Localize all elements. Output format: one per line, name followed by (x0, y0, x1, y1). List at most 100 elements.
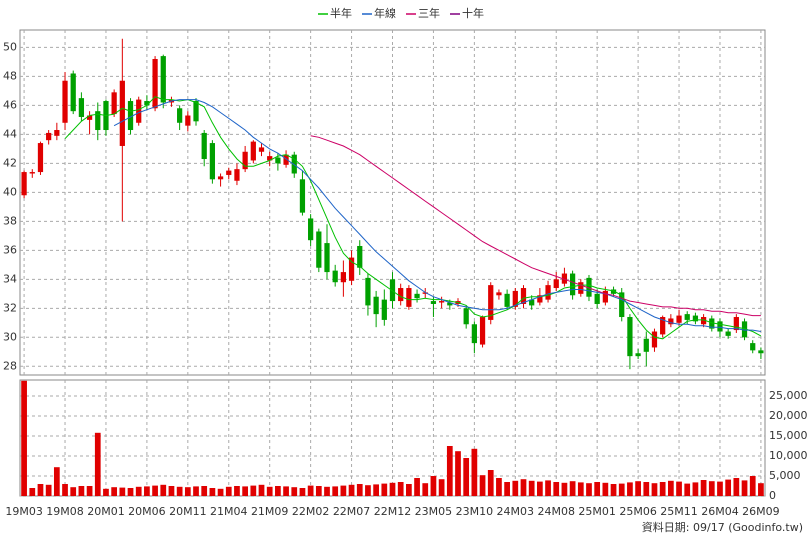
volume-bar (602, 482, 609, 496)
footnote: 資料日期: 09/17 (Goodinfo.tw) (642, 520, 803, 534)
candle-body (717, 321, 723, 332)
volume-bar (446, 446, 453, 496)
candle-body (62, 80, 68, 123)
volume-bar (78, 486, 85, 496)
y-tick-label: 15,000 (769, 429, 808, 442)
y-tick-label: 44 (3, 127, 17, 140)
volume-bar (94, 432, 101, 496)
candle-body (643, 338, 649, 352)
volume-bar (618, 483, 625, 496)
candle-body (308, 218, 314, 241)
volume-bar (749, 476, 756, 496)
candle-body (414, 293, 420, 299)
volume-bar (217, 488, 224, 496)
x-tick-label: 19M08 (46, 505, 84, 518)
candle-body (185, 115, 191, 126)
legend-label: 三年 (418, 6, 440, 20)
candle-body (676, 315, 682, 323)
candle-body (668, 318, 674, 325)
y-tick-label: 38 (3, 214, 17, 227)
candle-body (324, 243, 330, 273)
volume-bar (176, 486, 183, 496)
candle-body (250, 141, 256, 161)
volume-bar (275, 486, 281, 496)
x-tick-label: 26M09 (742, 505, 780, 518)
volume-bar (667, 480, 674, 496)
volume-bar (45, 484, 52, 496)
candle-body (479, 317, 486, 345)
x-tick-label: 20M06 (128, 505, 166, 518)
volume-bar (545, 480, 551, 496)
y-tick-label: 30 (3, 330, 17, 343)
volume-bar (152, 485, 158, 496)
x-tick-label: 23M05 (415, 505, 453, 518)
volume-bar (119, 487, 126, 496)
candle-body (389, 279, 396, 302)
candle-body (54, 130, 60, 136)
y-tick-label: 40 (3, 185, 17, 198)
volume-bar (184, 487, 191, 496)
y-tick-label: 5,000 (769, 469, 801, 482)
candle-body (406, 288, 412, 307)
candle-body (553, 279, 559, 289)
candle-body (447, 302, 453, 306)
volume-bar (225, 486, 232, 496)
volume-bar (70, 487, 77, 496)
candle-body (398, 288, 404, 302)
volume-bar (266, 486, 273, 496)
y-tick-label: 46 (3, 98, 17, 111)
volume-bar (135, 486, 142, 496)
candle-body (561, 273, 568, 284)
candle-body (46, 132, 52, 141)
volume-bar (381, 483, 388, 496)
y-tick-label: 34 (3, 272, 17, 285)
y-tick-label: 50 (3, 40, 17, 53)
candle-body (242, 151, 248, 170)
x-tick-label: 22M02 (292, 505, 330, 518)
x-tick-label: 25M11 (660, 505, 698, 518)
candle-body (733, 317, 739, 331)
candle-body (741, 321, 748, 338)
x-tick-label: 22M07 (333, 505, 371, 518)
volume-bar (86, 486, 93, 496)
volume-bar (708, 481, 715, 496)
y-tick-label: 28 (3, 359, 17, 372)
candle-body (201, 132, 207, 160)
volume-bar (700, 480, 707, 496)
candle-body (348, 257, 355, 281)
candle-body (529, 299, 535, 306)
candle-body (594, 293, 600, 304)
candle-body (610, 289, 617, 294)
volume-bar (193, 486, 199, 496)
volume-bar (422, 483, 429, 496)
candle-body (160, 56, 166, 103)
volume-bar (438, 479, 445, 496)
volume-bar (356, 484, 363, 496)
volume-bar (111, 487, 118, 496)
volume-bar (283, 486, 289, 496)
candle-body (258, 147, 265, 152)
candle-body (463, 308, 469, 325)
volume-bar (536, 481, 543, 496)
volume-bar (414, 478, 420, 496)
candle-body (119, 80, 125, 146)
volume-bar (676, 481, 682, 496)
candle-body (226, 170, 232, 175)
volume-bar (553, 482, 560, 496)
volume-bar (53, 467, 60, 496)
y-tick-label: 48 (3, 69, 17, 82)
volume-bar (635, 481, 641, 496)
volume-bar (291, 487, 298, 496)
candle-body (725, 331, 731, 336)
candle-body (209, 143, 216, 180)
volume-bar (332, 486, 339, 496)
candle-body (136, 99, 142, 123)
candle-body (471, 324, 477, 344)
ma-line (113, 99, 761, 332)
volume-bar (758, 483, 764, 496)
candle-body (332, 270, 338, 283)
volume-bar (717, 481, 723, 496)
candle-body (152, 58, 158, 109)
